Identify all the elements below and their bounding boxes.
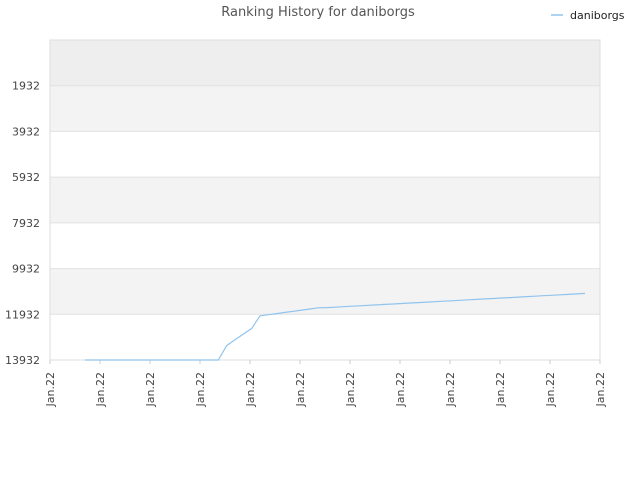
legend-label-daniborgs: daniborgs: [570, 9, 625, 22]
x-axis-ticks: Jan.22 Jan.22 Jan.22 Jan.22 Jan.22 Jan.22 Jan.…: [44, 360, 607, 407]
x-tick-label: Jan.22: [294, 372, 307, 407]
x-tick-label: Jan.22: [444, 372, 457, 407]
plot-band: [50, 177, 600, 223]
y-tick-label: 3932: [12, 125, 40, 138]
x-tick-label: Jan.22: [544, 372, 557, 407]
legend: daniborgs: [551, 9, 625, 22]
y-axis-ticks: 1932 3932 5932 7932 9932 11932 13932: [5, 80, 40, 367]
x-tick-label: Jan.22: [494, 372, 507, 407]
chart-title: Ranking History for daniborgs: [221, 5, 415, 20]
plot-band: [50, 314, 600, 360]
series-line-daniborgs: [85, 292, 586, 361]
series-layer: [85, 292, 586, 361]
x-tick-label: Jan.22: [594, 372, 607, 407]
x-tick-label: Jan.22: [344, 372, 357, 407]
x-tick-label: Jan.22: [94, 372, 107, 407]
x-tick-label: Jan.22: [244, 372, 257, 407]
plot-band: [50, 222, 600, 269]
y-tick-label: 7932: [12, 217, 40, 230]
y-tick-label: 13932: [5, 354, 40, 367]
plot-band: [50, 40, 600, 86]
x-tick-label: Jan.22: [194, 372, 207, 407]
x-tick-label: Jan.22: [144, 372, 157, 407]
y-tick-label: 11932: [5, 308, 40, 321]
x-tick-label: Jan.22: [394, 372, 407, 407]
y-tick-label: 1932: [12, 80, 40, 93]
plot-bands: [50, 40, 600, 360]
plot-band: [50, 131, 600, 178]
plot-band: [50, 85, 600, 132]
x-tick-label: Jan.22: [44, 372, 57, 407]
y-tick-label: 5932: [12, 171, 40, 184]
plot-border: [49, 39, 601, 361]
y-tick-label: 9932: [12, 263, 40, 276]
plot-band: [50, 268, 600, 315]
